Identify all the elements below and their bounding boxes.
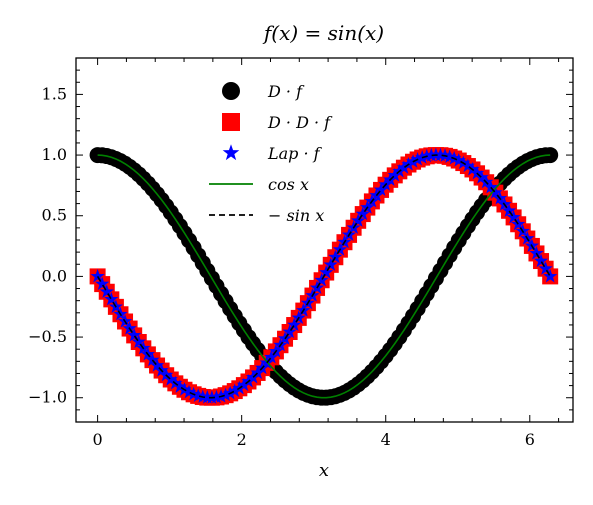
data-point	[542, 147, 559, 164]
data-point	[319, 265, 334, 279]
data-point	[131, 334, 146, 349]
watermark-text: 知乎 @hahakity	[465, 461, 580, 479]
x-tick-label: 6	[525, 430, 535, 449]
y-tick-label: 1.5	[42, 84, 67, 103]
legend-entry: cos x	[209, 175, 309, 194]
legend-label: D · f	[267, 82, 305, 101]
data-point	[323, 257, 338, 271]
data-point	[149, 358, 165, 372]
data-point	[488, 185, 503, 199]
axis-ticks: 0 2 4 6 −1.0 −0.5 0.0 0.5 1.0 1.5	[28, 57, 573, 449]
data-point	[163, 372, 178, 386]
y-tick-label: 0.5	[42, 206, 67, 225]
data-point	[355, 206, 370, 221]
data-point	[209, 389, 224, 404]
x-tick-label: 0	[93, 430, 103, 449]
x-tick-label: 4	[381, 430, 391, 449]
data-point	[227, 383, 242, 398]
legend-entry: − sin x	[209, 206, 324, 225]
data-point	[264, 349, 279, 364]
data-point	[236, 377, 252, 392]
data-point	[95, 276, 110, 291]
data-point	[181, 384, 197, 399]
data-point	[396, 160, 412, 174]
legend-entry: D · f	[222, 82, 305, 101]
data-point	[127, 327, 142, 342]
data-point	[469, 165, 485, 180]
series-layer	[89, 147, 559, 406]
legend-marker	[222, 82, 240, 100]
data-point	[287, 317, 302, 332]
legend-entry: Lap · f	[222, 144, 323, 163]
y-tick-label: 0.0	[42, 266, 67, 285]
data-point	[533, 253, 549, 268]
data-point	[250, 365, 265, 380]
data-point	[314, 272, 329, 287]
legend-label: D · D · f	[267, 113, 333, 132]
data-point	[543, 268, 558, 283]
data-point	[474, 170, 489, 184]
data-point	[104, 291, 119, 306]
series-line	[97, 154, 551, 399]
data-point	[451, 153, 466, 167]
legend-marker	[222, 113, 240, 131]
legend-entry: D · D · f	[222, 113, 333, 132]
data-point	[99, 284, 114, 298]
chart-title: f(x) = sin(x)	[262, 21, 384, 45]
data-point	[282, 324, 297, 339]
y-tick-label: 1.0	[42, 145, 67, 164]
data-point	[483, 179, 498, 194]
series-4	[97, 154, 551, 399]
data-point	[460, 158, 476, 173]
y-tick-label: −1.0	[28, 388, 67, 407]
data-point	[218, 387, 233, 402]
series-5	[96, 154, 551, 399]
data-point	[506, 209, 521, 224]
legend-label: cos x	[268, 175, 309, 194]
data-point	[529, 245, 544, 260]
data-point	[90, 268, 105, 283]
y-tick-label: −0.5	[28, 327, 67, 346]
legend-label: − sin x	[268, 206, 324, 225]
data-point	[387, 167, 402, 182]
data-point	[538, 261, 553, 275]
series-line	[96, 154, 551, 399]
x-tick-label: 2	[237, 430, 247, 449]
x-axis-label: x	[319, 460, 329, 481]
legend-label: Lap · f	[267, 144, 323, 163]
data-point	[501, 203, 517, 217]
data-point	[373, 182, 389, 196]
legend-marker	[222, 144, 240, 161]
data-point	[172, 379, 188, 393]
data-point	[145, 352, 160, 367]
legend: D · f D · D · f Lap · f cos x − sin x	[209, 82, 333, 225]
data-point	[328, 249, 343, 264]
data-point	[351, 213, 366, 227]
data-point	[424, 147, 439, 162]
